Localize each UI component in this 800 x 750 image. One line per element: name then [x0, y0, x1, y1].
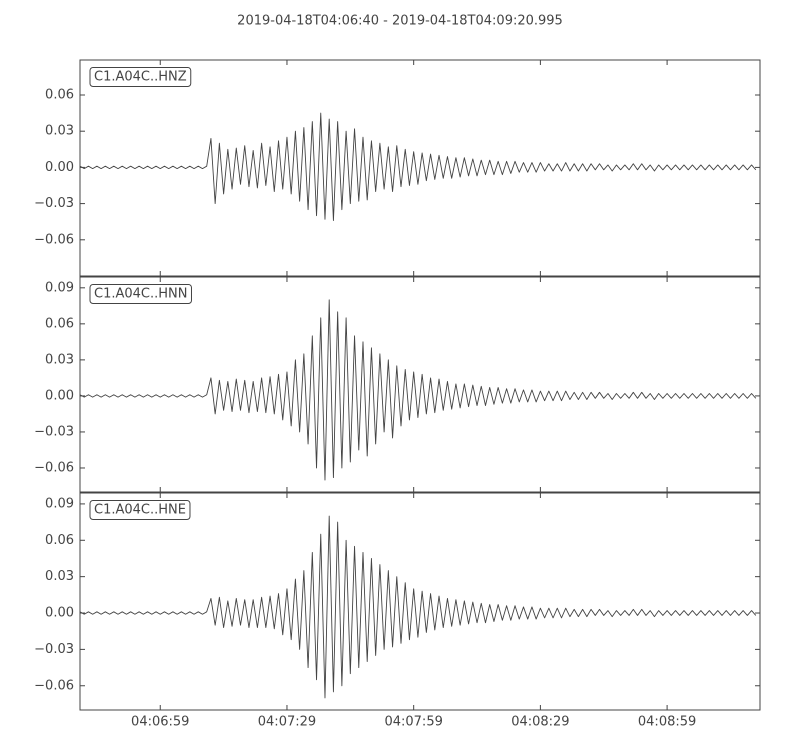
y-tick-label: −0.06 — [34, 232, 74, 247]
y-tick-label: 0.03 — [45, 352, 74, 367]
y-tick-label: 0.09 — [45, 496, 74, 511]
y-tick-label: −0.03 — [34, 642, 74, 657]
y-tick-label: 0.06 — [45, 533, 74, 548]
panel-frame — [79, 276, 761, 493]
y-tick-label: 0.00 — [45, 160, 74, 175]
y-tick-label: 0.03 — [45, 124, 74, 139]
waveform — [79, 299, 757, 481]
panel-frame — [79, 492, 761, 711]
x-tick-label: 04:08:59 — [638, 715, 696, 730]
y-tick-label: −0.06 — [34, 460, 74, 475]
x-tick-label: 04:07:29 — [258, 715, 316, 730]
legend-box — [89, 500, 191, 520]
legend-label: C1.A04C..HNN — [94, 287, 187, 302]
legend-box — [89, 67, 192, 87]
y-tick-label: 0.06 — [45, 316, 74, 331]
x-tick-label: 04:07:59 — [384, 715, 442, 730]
legend-box — [89, 284, 192, 304]
y-tick-label: −0.03 — [34, 196, 74, 211]
waveform — [79, 112, 757, 221]
y-tick-label: 0.06 — [45, 87, 74, 102]
y-tick-label: 0.00 — [45, 388, 74, 403]
x-tick-label: 04:06:59 — [131, 715, 189, 730]
waveform — [79, 515, 757, 699]
x-tick-label: 04:08:29 — [511, 715, 569, 730]
y-tick-label: −0.03 — [34, 424, 74, 439]
panel-frame — [79, 59, 761, 277]
legend-label: C1.A04C..HNE — [94, 503, 186, 518]
y-tick-label: 0.03 — [45, 569, 74, 584]
y-tick-label: 0.00 — [45, 606, 74, 621]
y-tick-label: 0.09 — [45, 280, 74, 295]
legend-label: C1.A04C..HNZ — [94, 70, 187, 85]
y-tick-label: −0.06 — [34, 678, 74, 693]
chart-title: 2019-04-18T04:06:40 - 2019-04-18T04:09:2… — [237, 14, 563, 29]
